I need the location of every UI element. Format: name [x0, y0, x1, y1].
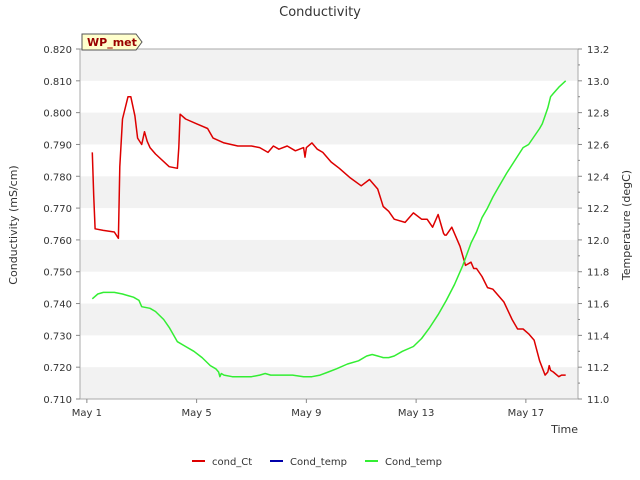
right-tick-label: 12.0 — [587, 236, 609, 247]
chart-title: Conductivity — [279, 5, 361, 20]
left-tick-label: 0.800 — [43, 109, 72, 120]
left-tick-label: 0.730 — [43, 331, 72, 342]
left-tick-label: 0.720 — [43, 363, 72, 374]
right-tick-label: 13.2 — [587, 45, 609, 56]
badge-label: WP_met — [87, 36, 137, 49]
x-axis: May 1 May 5 May 9 May 13 May 17 — [72, 399, 544, 419]
right-tick-label: 11.4 — [587, 331, 609, 342]
left-tick-label: 0.740 — [43, 300, 72, 311]
left-tick-label: 0.780 — [43, 172, 72, 183]
series-layer — [91, 80, 567, 378]
plot-frame — [79, 48, 579, 400]
x-tick-label: May 5 — [182, 408, 212, 419]
left-tick-label: 0.710 — [43, 395, 72, 406]
left-tick-label: 0.760 — [43, 236, 72, 247]
background-band — [80, 112, 578, 145]
series-line-1 — [91, 95, 566, 378]
right-tick-label: 11.2 — [587, 363, 609, 374]
series-line-3 — [91, 80, 567, 378]
x-tick-label: May 1 — [72, 408, 102, 419]
legend: cond_Ct Cond_temp Cond_temp — [192, 457, 442, 468]
x-tick-label: May 13 — [398, 408, 435, 419]
right-tick-label: 11.0 — [587, 395, 609, 406]
left-tick-label: 0.750 — [43, 268, 72, 279]
legend-label: Cond_temp — [290, 457, 347, 468]
y-axis-label-right: Temperature (degC) — [620, 170, 633, 281]
left-tick-label: 0.810 — [43, 77, 72, 88]
x-tick-label: May 9 — [291, 408, 321, 419]
x-axis-label: Time — [550, 423, 578, 436]
background-band — [80, 303, 578, 336]
background-band — [80, 239, 578, 272]
left-axis: 0.710 0.720 0.730 0.740 0.750 0.760 0.770 0.780… — [43, 45, 80, 406]
y-axis-label-left: Conductivity (mS/cm) — [7, 165, 20, 284]
legend-label: Cond_temp — [385, 457, 442, 468]
left-tick-label: 0.820 — [43, 45, 72, 56]
legend-label: cond_Ct — [212, 457, 252, 468]
right-tick-label: 11.6 — [587, 300, 609, 311]
background-band — [80, 49, 578, 81]
left-tick-label: 0.770 — [43, 204, 72, 215]
right-tick-label: 12.6 — [587, 140, 609, 151]
right-tick-label: 12.4 — [587, 172, 609, 183]
right-axis: 11.0 11.2 11.4 11.6 11.8 12.0 12.2 12.4 12.6 12.8… — [578, 45, 609, 406]
right-tick-label: 11.8 — [587, 268, 609, 279]
background-band — [80, 176, 578, 209]
left-tick-label: 0.790 — [43, 140, 72, 151]
wp-met-badge: WP_met — [81, 33, 143, 51]
right-tick-label: 12.8 — [587, 109, 609, 120]
right-tick-label: 13.0 — [587, 77, 609, 88]
x-tick-label: May 17 — [508, 408, 545, 419]
background-bands — [80, 49, 578, 399]
right-tick-label: 12.2 — [587, 204, 609, 215]
